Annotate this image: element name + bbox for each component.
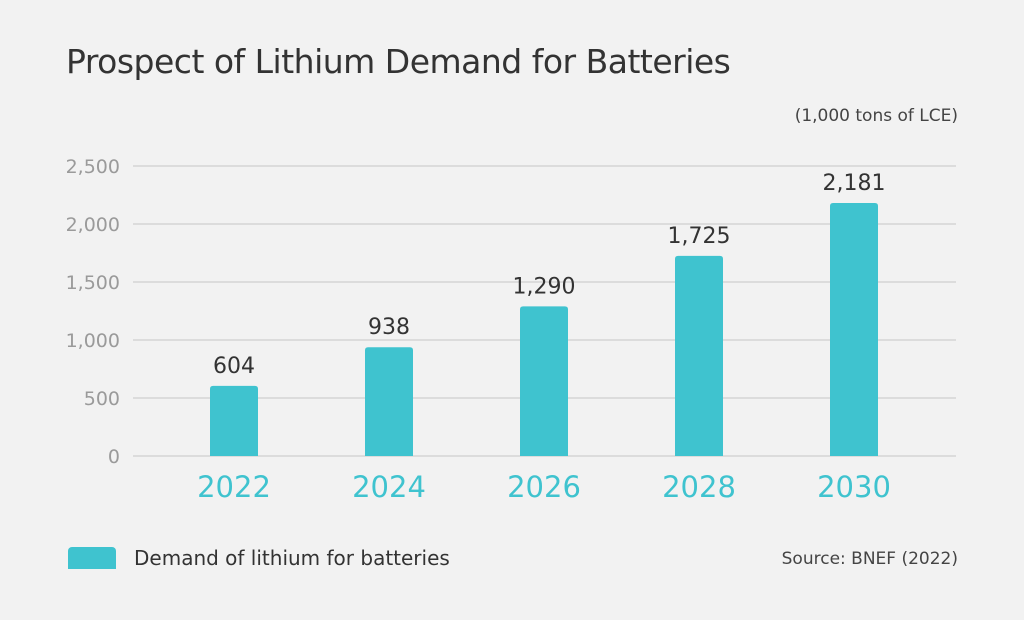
bar xyxy=(520,306,568,456)
x-category-label: 2026 xyxy=(507,470,581,504)
y-tick-label: 0 xyxy=(108,446,120,468)
bar xyxy=(210,385,258,456)
data-label: 604 xyxy=(213,354,255,379)
y-tick-label: 2,000 xyxy=(66,214,120,236)
x-category-label: 2022 xyxy=(197,470,271,504)
chart-title: Prospect of Lithium Demand for Batteries xyxy=(66,42,731,81)
y-tick-label: 1,500 xyxy=(66,272,120,294)
y-tick-label: 500 xyxy=(84,388,120,410)
unit-label: (1,000 tons of LCE) xyxy=(794,106,958,126)
y-tick-label: 2,500 xyxy=(66,156,120,178)
legend-label: Demand of lithium for batteries xyxy=(134,546,450,570)
source-note: Source: BNEF (2022) xyxy=(781,549,958,569)
bar xyxy=(675,255,723,456)
legend: Demand of lithium for batteries xyxy=(68,546,450,570)
data-label: 938 xyxy=(368,315,410,340)
x-category-label: 2030 xyxy=(817,470,891,504)
data-label: 2,181 xyxy=(823,171,886,196)
bar xyxy=(365,347,413,456)
data-label: 1,290 xyxy=(513,274,576,299)
legend-swatch xyxy=(68,547,116,569)
y-tick-label: 1,000 xyxy=(66,330,120,352)
data-label: 1,725 xyxy=(668,224,731,249)
x-category-label: 2024 xyxy=(352,470,426,504)
x-category-label: 2028 xyxy=(662,470,736,504)
bar xyxy=(830,203,878,456)
